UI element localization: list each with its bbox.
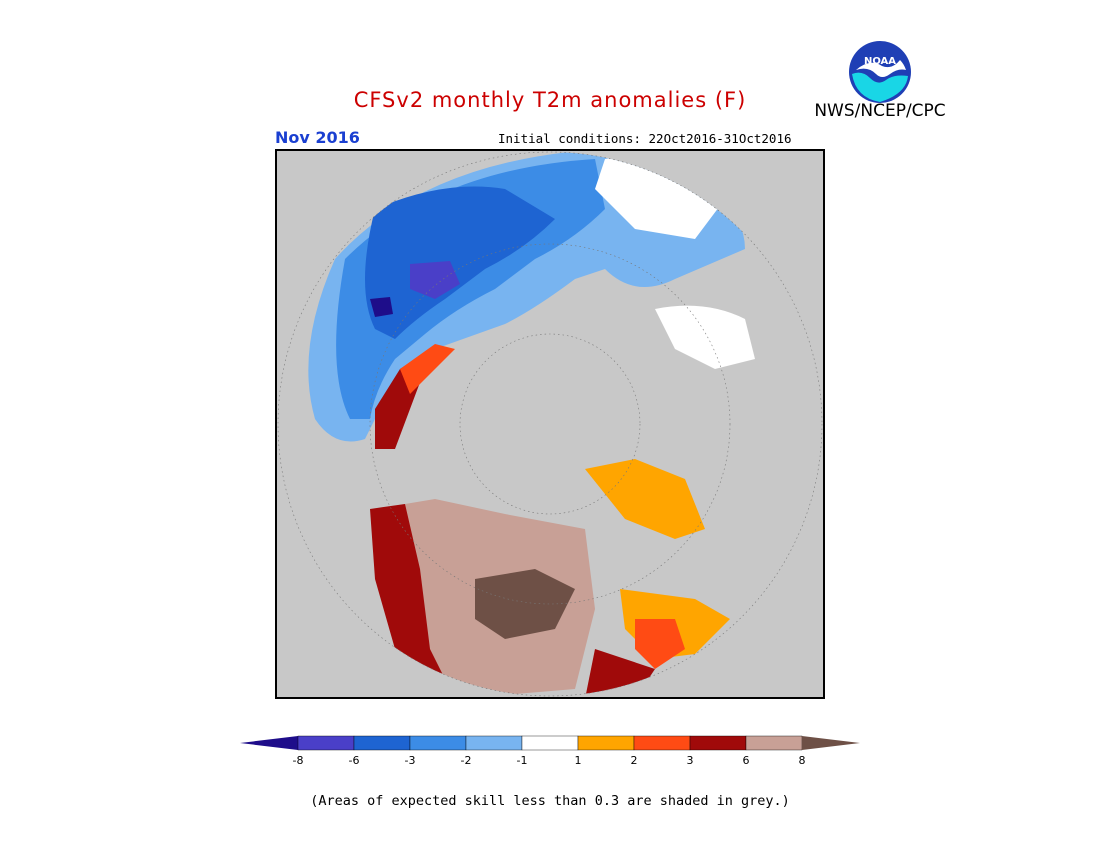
colorbar-tick-label: -3	[405, 754, 416, 767]
colorbar-tick-label: -2	[461, 754, 472, 767]
colorbar-cell	[465, 735, 523, 751]
colorbar-tick-label: 8	[799, 754, 806, 767]
initial-conditions: Initial conditions: 22Oct2016-31Oct2016	[498, 131, 792, 146]
colorbar-tick-label: -8	[293, 754, 304, 767]
anomaly-region-white-pacific	[595, 157, 725, 239]
colorbar-cell	[353, 735, 411, 751]
anomaly-region-red-greenland	[635, 619, 685, 669]
colorbar-arrow-low	[240, 736, 298, 750]
anomaly-region-white-east	[655, 305, 755, 369]
anomaly-region-warm-ridge-edge	[400, 344, 455, 394]
colorbar-tick-label: 3	[687, 754, 694, 767]
anomaly-region-deep-blue	[370, 297, 393, 317]
colorbar-tick-label: 1	[575, 754, 582, 767]
anomaly-region-orange-archipelago	[585, 459, 705, 539]
agency-label: NWS/NCEP/CPC	[814, 101, 946, 121]
polar-map	[275, 149, 825, 699]
skill-footnote: (Areas of expected skill less than 0.3 a…	[310, 793, 790, 809]
noaa-logo: NOAA	[849, 41, 911, 103]
map-title: CFSv2 monthly T2m anomalies (F)	[353, 88, 747, 112]
colorbar-cell	[409, 735, 467, 751]
anomaly-region-blue-dark	[365, 186, 555, 339]
colorbar-tick-label: -6	[349, 754, 360, 767]
colorbar-tick-label: -1	[517, 754, 528, 767]
colorbar: -8 -6 -3 -2 -1 1 2 3 6 8	[240, 735, 860, 767]
anomaly-region-indigo	[410, 261, 460, 299]
colorbar-cell	[577, 735, 635, 751]
map-border	[275, 149, 825, 699]
colorbar-cell	[297, 735, 355, 751]
forecast-month: Nov 2016	[275, 128, 360, 147]
colorbar-arrow-high	[802, 736, 860, 750]
latitude-circle	[369, 243, 731, 605]
colorbar-tick-label: 2	[631, 754, 638, 767]
colorbar-cell	[521, 735, 579, 751]
noaa-logo-text: NOAA	[864, 56, 896, 67]
anomaly-region-brown-north-america	[475, 569, 575, 639]
colorbar-cell	[633, 735, 691, 751]
latitude-circle	[277, 151, 823, 697]
latitude-circle	[459, 333, 641, 515]
colorbar-cell	[689, 735, 747, 751]
anomaly-region-darkred-west-coast	[370, 504, 455, 696]
colorbar-cell	[745, 735, 803, 751]
colorbar-tick-label: 6	[743, 754, 750, 767]
